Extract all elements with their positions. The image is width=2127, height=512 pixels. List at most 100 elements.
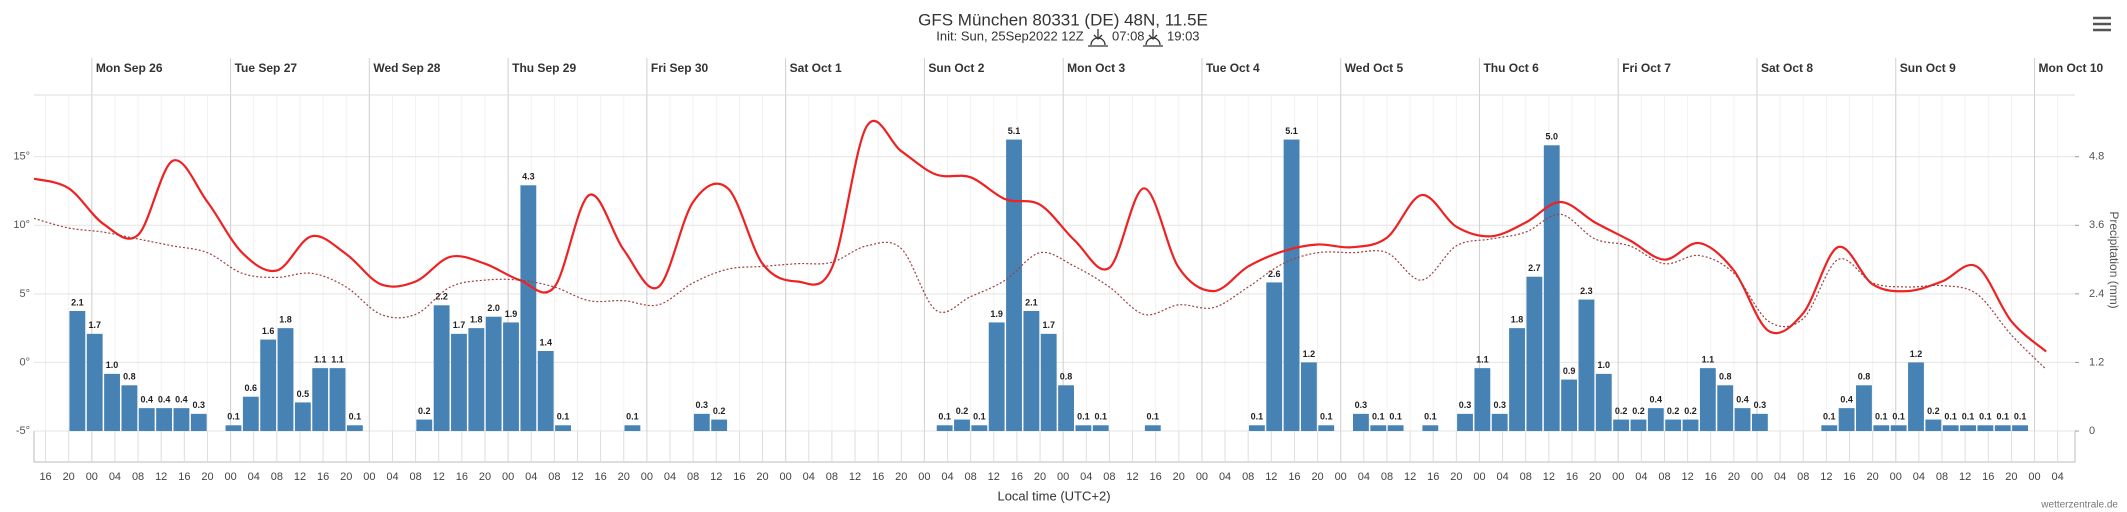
bar-label: 0.1 [1962,412,1975,422]
x-tick-label: 12 [1404,471,1416,483]
bar-label: 1.8 [1511,315,1524,325]
x-tick-label: 12 [1820,471,1832,483]
x-tick-label: 20 [1867,471,1879,483]
x-tick-label: 12 [1265,471,1277,483]
precip-bar [1838,408,1855,431]
bar-label: 0.3 [696,400,709,410]
precip-bar [1925,419,1942,431]
x-tick-label: 16 [317,471,329,483]
x-tick-label: 12 [1959,471,1971,483]
x-tick-label: 04 [525,471,537,483]
precip-bar [1665,419,1682,431]
precip-bar [1509,328,1525,431]
precip-bar [1561,379,1578,431]
bar-label: 0.1 [626,412,639,422]
bar-label: 0.2 [1927,406,1940,416]
precip-bar [1942,425,1959,431]
precip-bar [1353,413,1369,431]
bar-label: 2.2 [435,292,448,302]
x-tick-label: 16 [1566,471,1578,483]
day-label: Thu Oct 6 [1483,61,1539,75]
bar-label: 0.8 [123,372,136,382]
x-tick-label: 12 [1543,471,1555,483]
precip-bar [1422,425,1439,431]
x-tick-label: 08 [1103,471,1115,483]
x-tick-label: 04 [664,471,676,483]
day-label: Wed Sep 28 [373,61,440,75]
y2-tick-label: 1.2 [2089,356,2104,368]
chart-subtitle: Init: Sun, 25Sep2022 12Z [936,28,1084,43]
x-tick-label: 16 [872,471,884,483]
day-label: Tue Oct 4 [1206,61,1260,75]
x-tick-label: 08 [1658,471,1670,483]
bar-label: 1.1 [331,355,344,365]
sunset-icon [1143,29,1163,47]
x-tick-label: 00 [918,471,930,483]
bar-label: 1.8 [470,315,483,325]
x-tick-label: 00 [224,471,236,483]
precip-bar [1092,425,1109,431]
y-tick-label: 5° [19,288,30,300]
x-tick-label: 20 [618,471,630,483]
day-label: Sat Oct 8 [1761,61,1813,75]
x-tick-label: 00 [1890,471,1902,483]
x-tick-label: 00 [780,471,792,483]
x-tick-label: 20 [1034,471,1046,483]
sunrise-time: 07:08 [1112,28,1145,43]
bar-label: 0.4 [140,395,153,405]
menu-button[interactable] [2093,16,2111,32]
y-tick-label: 10° [13,219,30,231]
precip-bar [503,322,519,431]
bar-label: 0.2 [418,406,431,416]
precip-bar [1318,425,1335,431]
x-tick-label: 20 [756,471,768,483]
bar-label: 0.1 [1823,412,1836,422]
x-tick-label: 00 [1057,471,1069,483]
bar-label: 0.1 [1424,412,1437,422]
day-label: Tue Sep 27 [235,61,298,75]
precip-bar [69,311,86,431]
precip-bar [173,408,190,431]
day-label: Wed Oct 5 [1345,61,1404,75]
x-tick-label: 16 [1705,471,1717,483]
precip-bar [1647,408,1664,431]
x-tick-label: 20 [479,471,491,483]
sunset-time: 19:03 [1167,28,1200,43]
bar-label: 0.5 [297,389,310,399]
x-tick-label: 08 [1242,471,1254,483]
x-tick-label: 16 [1427,471,1439,483]
x-tick-label: 04 [1913,471,1925,483]
y2-tick-label: 4.8 [2089,151,2104,163]
bar-label: 1.7 [88,320,101,330]
x-tick-label: 04 [803,471,815,483]
x-axis-title: Local time (UTC+2) [997,488,1110,503]
x-tick-label: 08 [409,471,421,483]
x-tick-label: 20 [1311,471,1323,483]
precip-bar [537,351,554,431]
x-tick-label: 00 [1335,471,1347,483]
bar-label: 0.1 [1389,412,1402,422]
x-tick-label: 04 [1774,471,1786,483]
x-tick-label: 04 [1496,471,1508,483]
bar-label: 5.1 [1285,126,1298,136]
x-tick-label: 08 [965,471,977,483]
y-tick-label: -5° [16,425,30,437]
bar-label: 0.4 [158,395,171,405]
x-tick-label: 20 [2005,471,2017,483]
precip-bar [520,185,537,431]
x-tick-label: 04 [941,471,953,483]
precip-bar [1595,373,1612,431]
precip-bar [711,419,728,431]
precip-bar [1457,413,1473,431]
x-tick-label: 00 [641,471,653,483]
bar-label: 5.1 [1008,126,1021,136]
day-label: Fri Sep 30 [651,61,709,75]
bar-label: 0.1 [557,412,570,422]
day-label: Mon Oct 10 [2039,61,2104,75]
x-tick-label: 16 [594,471,606,483]
bar-label: 1.0 [106,360,119,370]
precip-bar [1283,139,1300,432]
bar-label: 2.1 [1025,297,1038,307]
bar-label: 0.2 [1667,406,1680,416]
